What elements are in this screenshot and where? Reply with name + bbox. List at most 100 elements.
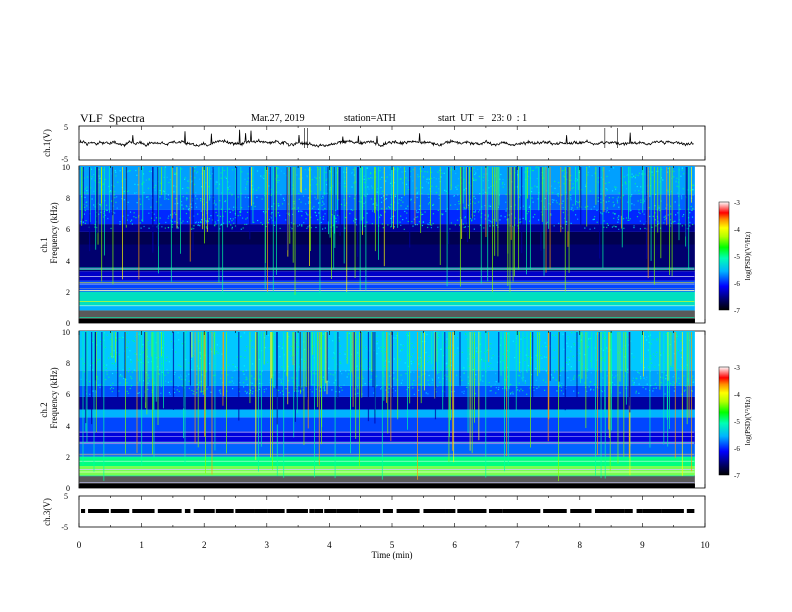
ch1-cb-tick-7: -7 — [734, 307, 740, 315]
spectrogram-speckle — [444, 341, 447, 343]
spectrogram-speckle — [600, 176, 602, 179]
spectrogram-speckle — [461, 379, 463, 382]
spectrogram-speckle — [687, 228, 689, 230]
spectrogram-speckle — [219, 347, 221, 349]
spectrogram-speckle — [259, 352, 261, 354]
spectrogram-speckle — [463, 226, 465, 228]
spectrogram-speckle — [198, 382, 200, 384]
spectrogram-speckle — [220, 224, 222, 226]
spectrogram-speckle — [355, 367, 357, 370]
spectrogram-speckle — [609, 362, 611, 364]
station-label: station=ATH — [344, 113, 396, 124]
spectrogram-speckle — [190, 203, 192, 205]
spectrogram-speckle — [606, 375, 608, 377]
spectrogram-speckle — [416, 192, 418, 194]
spectrogram-speckle — [491, 193, 493, 195]
spectrogram-speckle — [325, 171, 327, 174]
spectrogram-speckle — [210, 391, 212, 393]
spectrogram-speckle — [296, 377, 298, 379]
spectrogram-speckle — [162, 190, 165, 192]
spectrogram-speckle — [332, 374, 334, 376]
spectrogram-speckle — [140, 361, 142, 364]
spectrogram-speckle — [393, 343, 395, 345]
spectrogram-speckle — [405, 217, 408, 219]
spectrogram-speckle — [202, 390, 204, 393]
spectrogram-speckle — [553, 225, 555, 227]
spectrogram-speckle — [279, 356, 281, 358]
spectrogram-speckle — [552, 201, 554, 203]
spectrogram-speckle — [385, 389, 387, 391]
spectrogram-speckle — [364, 225, 366, 227]
spectrogram-speckle — [147, 388, 149, 391]
spectrogram-speckle — [384, 365, 386, 368]
spectrogram-speckle — [139, 198, 141, 200]
spectrogram-speckle — [655, 382, 657, 384]
spectrogram-speckle — [335, 220, 337, 223]
spectrogram-speckle — [605, 182, 607, 185]
spectrogram-speckle — [324, 213, 326, 215]
spectrogram-speckle — [672, 381, 674, 383]
spectrogram-speckle — [673, 390, 675, 392]
spectrogram-speckle — [137, 359, 139, 362]
spectrogram-speckle — [106, 364, 108, 366]
spectrogram-speckle — [253, 378, 255, 380]
spectrogram-speckle — [426, 333, 428, 336]
spectrogram-speckle — [281, 378, 283, 380]
spectrogram-speckle — [466, 386, 468, 389]
spectrogram-speckle — [617, 196, 619, 198]
spectrogram-speckle — [474, 197, 476, 200]
spectrogram-speckle — [185, 358, 187, 361]
spectrogram-speckle — [371, 373, 373, 375]
spectrogram-speckle — [187, 180, 189, 182]
spectrogram-speckle — [562, 169, 564, 172]
spectrogram-speckle — [106, 334, 108, 336]
spectrogram-speckle — [417, 174, 419, 176]
spectrogram-speckle — [298, 178, 300, 180]
spectrogram-speckle — [170, 362, 172, 364]
spectrogram-speckle — [218, 183, 221, 185]
spectrogram-speckle — [143, 225, 145, 228]
ch3-trace — [81, 509, 695, 513]
spectrogram-speckle — [270, 217, 272, 219]
spectrogram-speckle — [215, 183, 217, 185]
spectrogram-speckle — [273, 224, 276, 227]
spectrogram-speckle — [200, 384, 202, 387]
spectrogram-speckle — [576, 207, 579, 209]
ch1-spectrogram-panel: 0 2 4 6 8 10 ch.1 Frequency (kHz) — [39, 163, 706, 328]
spectrogram-speckle — [390, 386, 392, 388]
spectrogram-speckle — [370, 177, 372, 179]
spectrogram-speckle — [190, 369, 193, 371]
ch3-pulse — [661, 509, 684, 513]
spectrogram-speckle — [449, 189, 452, 191]
spectrogram-speckle — [570, 346, 573, 348]
ch2-colorbar-gradient — [718, 366, 730, 476]
spectrogram-speckle — [355, 181, 357, 183]
spectrogram-speckle — [563, 183, 565, 185]
spectrogram-speckle — [179, 218, 181, 220]
spectrogram-speckle — [636, 185, 638, 188]
spectrogram-speckle — [612, 201, 614, 203]
spectrogram-speckle — [691, 189, 693, 191]
spectrogram-speckle — [376, 353, 378, 355]
spectrogram-speckle — [99, 181, 101, 183]
spectrogram-speckle — [324, 389, 326, 391]
spectrogram-speckle — [290, 222, 292, 224]
spectrogram-speckle — [306, 213, 308, 215]
spectrogram-speckle — [396, 352, 398, 355]
spectrogram-speckle — [175, 351, 177, 353]
spectrogram-speckle — [220, 192, 223, 194]
spectrogram-speckle — [248, 354, 250, 356]
spectrogram-speckle — [169, 393, 171, 395]
spectrogram-speckle — [663, 222, 665, 224]
spectrogram-speckle — [418, 221, 421, 223]
spectrogram-speckle — [142, 362, 144, 364]
spectrogram-speckle — [635, 377, 637, 379]
spectrogram-speckle — [85, 220, 87, 222]
spectrogram-speckle — [199, 357, 202, 359]
spectrogram-speckle — [691, 358, 693, 360]
spectrogram-speckle — [102, 183, 104, 185]
spectrogram-speckle — [652, 215, 654, 217]
spectrogram-speckle — [115, 339, 117, 341]
spectrogram-speckle — [482, 352, 485, 354]
spectrogram-speckle — [689, 221, 691, 224]
